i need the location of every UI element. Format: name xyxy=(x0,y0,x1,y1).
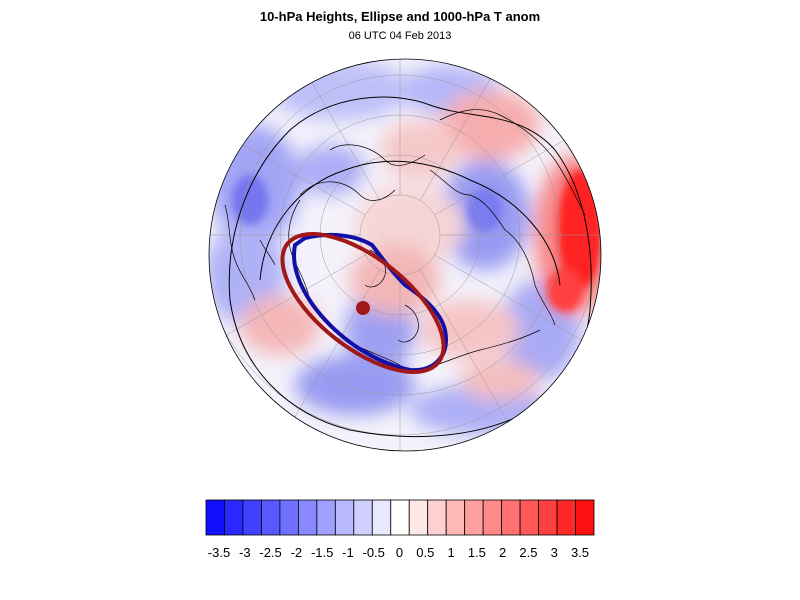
colorbar-tick-label: 3 xyxy=(551,545,558,560)
meridian-line xyxy=(434,254,601,386)
meridian-line xyxy=(209,84,366,216)
colorbar-tick-label: 1.5 xyxy=(468,545,486,560)
colorbar-labels: -3.5 -3 -2.5 -2 -1.5 -1 -0.5 0 0.5 1 1.5 2 2.5 3 3.5 xyxy=(208,545,589,560)
colorbar-box xyxy=(519,499,539,536)
colorbar-box xyxy=(501,499,521,536)
colorbar-box xyxy=(427,499,447,536)
colorbar-tick-label: -1 xyxy=(342,545,354,560)
colorbar-box xyxy=(464,499,484,536)
vortex-centroid xyxy=(356,301,370,315)
colorbar-box xyxy=(316,499,336,536)
colorbar-box xyxy=(353,499,373,536)
colorbar-tick-label: 3.5 xyxy=(571,545,589,560)
colorbar-tick-label: -1.5 xyxy=(311,545,333,560)
colorbar-tick-label: -2.5 xyxy=(259,545,281,560)
colorbar-tick-label: 1 xyxy=(447,545,454,560)
colorbar-tick-label: 2 xyxy=(499,545,506,560)
colorbar-box xyxy=(242,499,262,536)
meridian-line xyxy=(209,254,366,386)
colorbar-box xyxy=(538,499,558,536)
colorbar-box xyxy=(205,499,225,536)
meridian-line xyxy=(419,59,551,201)
colorbar-box xyxy=(575,499,595,536)
colorbar-box xyxy=(334,499,355,536)
colorbar-box xyxy=(482,499,503,536)
colorbar-tick-label: 0.5 xyxy=(416,545,434,560)
colorbar-box xyxy=(224,499,244,536)
colorbar-box xyxy=(297,499,318,536)
meridian-line xyxy=(249,59,381,201)
map-title: 10-hPa Heights, Ellipse and 1000-hPa T a… xyxy=(259,9,541,24)
colorbar-box xyxy=(279,499,299,536)
colorbar-tick-label: -2 xyxy=(291,545,303,560)
height-contours xyxy=(228,96,592,438)
colorbar-tick-label: -0.5 xyxy=(363,545,385,560)
colorbar-box xyxy=(408,499,429,536)
colorbar-box xyxy=(261,499,281,536)
vortex-ellipse xyxy=(280,232,446,374)
colorbar-boxes xyxy=(205,499,595,536)
globe-outline xyxy=(208,58,602,452)
colorbar-tick-label: 2.5 xyxy=(519,545,537,560)
vortex-edge-contour xyxy=(292,232,448,373)
meridian-line xyxy=(419,269,551,451)
colorbar-tick-label: 0 xyxy=(396,545,403,560)
colorbar-tick-label: -3 xyxy=(239,545,251,560)
colorbar-box xyxy=(556,499,576,536)
colorbar-tick-label: -3.5 xyxy=(208,545,230,560)
colorbar-box xyxy=(445,499,466,536)
map-subtitle: 06 UTC 04 Feb 2013 xyxy=(348,30,452,42)
colorbar-box xyxy=(390,499,410,536)
colorbar-box xyxy=(371,499,392,536)
graticule xyxy=(209,59,601,451)
